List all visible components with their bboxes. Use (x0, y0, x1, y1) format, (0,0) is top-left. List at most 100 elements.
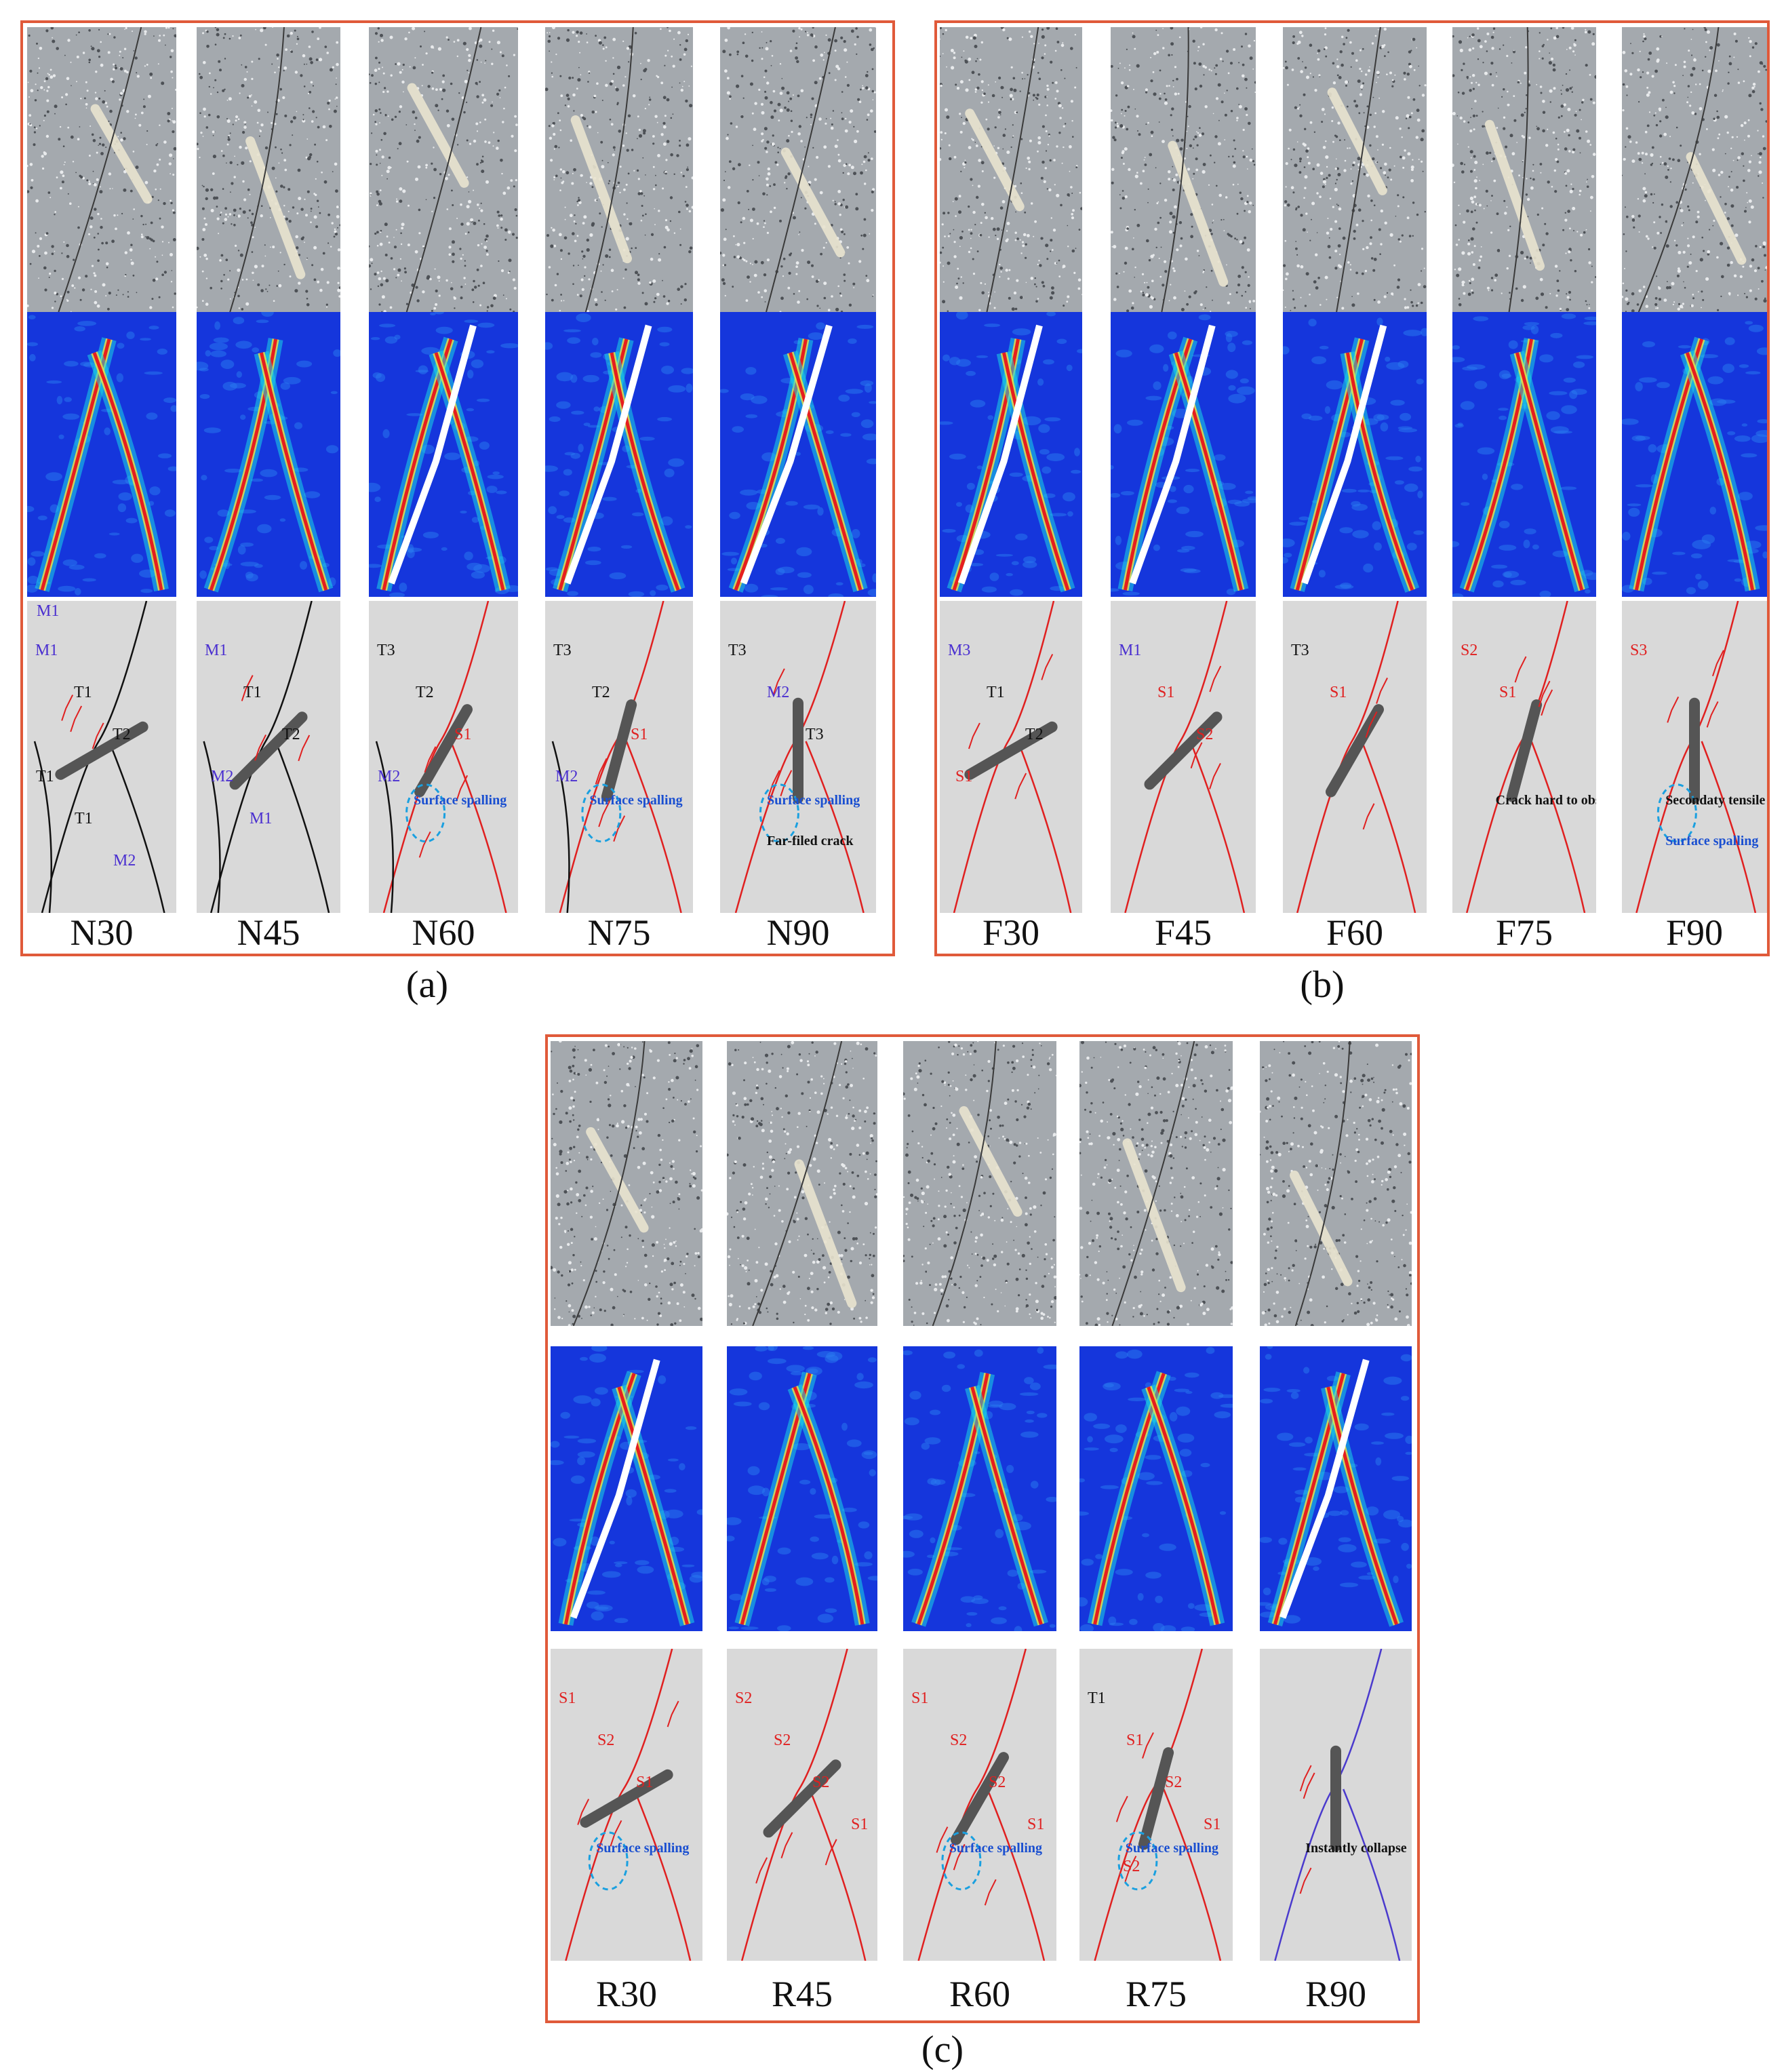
crack-type-note: T3 (553, 642, 572, 659)
crack-type-note: T1 (36, 768, 54, 785)
strain-field-map (545, 312, 693, 597)
crack-type-note: S1 (631, 726, 648, 743)
specimen-photo (1111, 27, 1256, 312)
specimen-label: R45 (771, 1974, 833, 2014)
panel-group-2: S1 S2 S1 Surface spalling R30 S2 S2 S2 S1 R45 S1 S2… (545, 1034, 1420, 2023)
specimen-column: M1 T1 T2 M2 M1 N45 (197, 23, 340, 954)
crack-type-note: S1 (1204, 1816, 1221, 1833)
specimen-label: F90 (1665, 912, 1724, 953)
crack-type-note: M2 (767, 684, 789, 701)
strain-field-map (551, 1346, 702, 1631)
specimen-photo (1283, 27, 1427, 312)
crack-type-note: S2 (597, 1732, 614, 1749)
specimen-photo (551, 1041, 702, 1326)
strain-field-map (903, 1346, 1056, 1631)
crack-type-note: S2 (812, 1774, 829, 1791)
sketch-annotation: Crack hard to observe (1496, 793, 1596, 808)
specimen-photo (727, 1041, 877, 1326)
crack-type-note: S1 (636, 1774, 653, 1791)
specimen-column: M3 T1 T2 S1 F30 (940, 23, 1082, 954)
crack-type-note: S1 (1330, 684, 1347, 701)
specimen-column: M1 T1 T2 T1 T1 M2 M1 N30 (27, 23, 176, 954)
specimen-column: T3 S1 F60 (1283, 23, 1427, 954)
crack-type-note: S2 (1123, 1858, 1140, 1875)
crack-type-note: M3 (948, 642, 970, 659)
specimen-label: N75 (587, 912, 651, 953)
sketch-annotation: Surface spalling (414, 793, 507, 808)
specimen-photo (1452, 27, 1596, 312)
crack-type-note: M2 (378, 768, 400, 785)
specimen-photo (1079, 1041, 1233, 1326)
specimen-label: R75 (1125, 1974, 1187, 2014)
specimen-label: F60 (1326, 912, 1384, 953)
crack-type-note: M2 (113, 852, 136, 869)
strain-field-map (197, 312, 340, 597)
crack-type-note: S1 (911, 1689, 928, 1707)
strain-field-map (727, 1346, 877, 1631)
specimen-column: T1 S1 S2 S1 S2 Surface spalling R75 (1079, 1037, 1233, 2020)
crack-type-note: S2 (1196, 726, 1213, 743)
subfigure-label: (b) (1300, 964, 1345, 1006)
strain-field-map (940, 312, 1082, 597)
strain-field-map (1260, 1346, 1412, 1631)
panel-group-1: M3 T1 T2 S1 F30 M1 S1 S2 F45 T3 S1 F60 S2 S1 Crack har… (934, 20, 1770, 956)
crack-type-note: S2 (950, 1732, 967, 1749)
specimen-photo (720, 27, 876, 312)
crack-sketch: T3 S1 (1283, 601, 1427, 913)
specimen-photo (940, 27, 1082, 312)
specimen-column: M1 S1 S2 F45 (1111, 23, 1256, 954)
specimen-photo (1260, 1041, 1412, 1326)
specimen-photo (545, 27, 693, 312)
sketch-annotation: Secondaty tensile crack (1665, 793, 1767, 808)
subfigure-label: (a) (405, 964, 449, 1006)
crack-type-note: S2 (774, 1732, 791, 1749)
specimen-label: N90 (766, 912, 830, 953)
crack-type-note: S2 (1165, 1774, 1182, 1791)
crack-sketch: S2 S1 Crack hard to observe (1452, 601, 1596, 913)
specimen-label: N60 (412, 912, 475, 953)
crack-sketch: M1 S1 S2 (1111, 601, 1256, 913)
crack-type-note: M1 (1119, 642, 1141, 659)
specimen-label: R30 (595, 1974, 658, 2014)
specimen-label: R60 (949, 1974, 1011, 2014)
specimen-label: F75 (1495, 912, 1553, 953)
sketch-annotation: Surface spalling (1665, 834, 1758, 848)
crack-sketch: M1 T1 T2 T1 T1 M2 M1 (27, 601, 176, 913)
crack-type-note: S2 (735, 1689, 752, 1707)
crack-sketch: T1 S1 S2 S1 S2 Surface spalling (1079, 1649, 1233, 1961)
crack-type-note: M1 (205, 642, 227, 659)
strain-field-map (1079, 1346, 1233, 1631)
crack-type-note: T2 (113, 726, 131, 743)
crack-sketch: S3 Secondaty tensile crack Surface spallin… (1622, 601, 1767, 913)
specimen-label: N45 (237, 912, 300, 953)
crack-type-note: S1 (1499, 684, 1516, 701)
sketch-annotation: Far-filed crack (767, 834, 854, 848)
crack-type-note: S1 (559, 1689, 576, 1707)
crack-type-note: T2 (592, 684, 610, 701)
specimen-column: S1 S2 S2 S1 Surface spalling R60 (903, 1037, 1056, 2020)
specimen-label: F30 (982, 912, 1040, 953)
crack-type-note: S2 (989, 1774, 1006, 1791)
crack-sketch: S2 S2 S2 S1 (727, 1649, 877, 1961)
crack-type-note: T1 (74, 684, 92, 701)
crack-type-note: S1 (955, 768, 972, 785)
sketch-annotation: Surface spalling (596, 1841, 689, 1856)
crack-type-note: S1 (1027, 1816, 1044, 1833)
crack-sketch: Instantly collapse (1260, 1649, 1412, 1961)
crack-type-note: T1 (1088, 1689, 1106, 1707)
specimen-column: Instantly collapse R90 (1260, 1037, 1412, 2020)
crack-type-note: S1 (851, 1816, 868, 1833)
crack-type-note: S3 (1630, 642, 1647, 659)
specimen-label: R90 (1305, 1974, 1367, 2014)
crack-sketch: S1 S2 S2 S1 Surface spalling (903, 1649, 1056, 1961)
crack-type-note: M2 (211, 768, 233, 785)
strain-field-map (1283, 312, 1427, 597)
crack-type-note: M1 (35, 642, 58, 659)
specimen-photo (903, 1041, 1056, 1326)
specimen-label: F45 (1154, 912, 1212, 953)
specimen-column: S2 S2 S2 S1 R45 (727, 1037, 877, 2020)
panel-group-0: M1 T1 T2 T1 T1 M2 M1 N30 M1 T1 T2 M2 M1 N45 T3 T2 S1 M2 Su… (20, 20, 895, 956)
specimen-column: T3 T2 S1 M2 Surface spalling N60 (369, 23, 518, 954)
strain-field-map (1622, 312, 1767, 597)
crack-type-note: T3 (1291, 642, 1309, 659)
